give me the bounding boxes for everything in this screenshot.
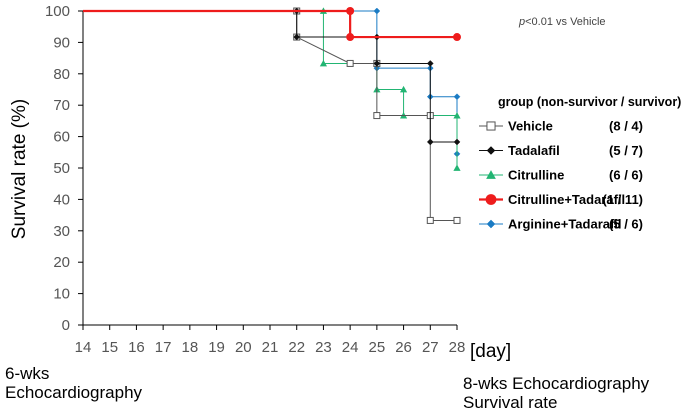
series-citrulline-tadarafil xyxy=(83,7,461,42)
data-point xyxy=(426,138,434,146)
legend-counts: (6 / 6) xyxy=(609,168,643,183)
data-point xyxy=(293,33,301,41)
legend-counts: (1 / 11) xyxy=(603,192,643,207)
footer-right-label: 8-wks Echocardiography Survival rate xyxy=(463,374,649,412)
y-tick-label: 0 xyxy=(62,317,70,334)
legend-title: group (non-survivor / survivor) xyxy=(498,95,681,109)
data-point xyxy=(453,216,461,224)
x-axis-title: [day] xyxy=(470,341,511,362)
y-tick-label: 20 xyxy=(53,254,70,271)
x-tick-label: 21 xyxy=(262,339,279,356)
data-point xyxy=(453,164,461,171)
legend-swatch-marker xyxy=(485,194,497,205)
footer-left-line2: Echocardiography xyxy=(5,383,143,402)
data-point xyxy=(319,59,328,67)
x-tick-label: 25 xyxy=(369,339,386,356)
data-point xyxy=(426,60,434,67)
series-line xyxy=(83,10,457,221)
y-tick-label: 80 xyxy=(53,66,70,83)
y-tick-label: 60 xyxy=(53,129,70,146)
y-tick-label: 100 xyxy=(45,3,70,20)
legend-label: Arginine+Tadarafil xyxy=(508,217,622,232)
legend-label: Vehicle xyxy=(508,119,553,134)
legend-counts: (5 / 7) xyxy=(609,143,643,158)
series-arginine-tadarafil xyxy=(83,7,461,158)
legend-item: Citrulline (6 / 6) xyxy=(479,168,643,183)
legend-item: Tadalafil (5 / 7) xyxy=(479,143,643,158)
x-tick-label: 16 xyxy=(128,339,145,356)
series-line xyxy=(83,10,457,143)
x-tick-label: 24 xyxy=(342,339,359,356)
y-tick-label: 30 xyxy=(53,223,70,240)
legend-item: Vehicle (8 / 4) xyxy=(479,119,643,134)
data-point xyxy=(346,7,355,15)
x-tick-label: 26 xyxy=(395,339,412,356)
annotation-rest: <0.01 vs Vehicle xyxy=(525,16,605,28)
legend-item: Citrulline+Tadarafil(1 / 11) xyxy=(479,192,643,207)
data-point xyxy=(373,60,381,67)
x-tick-label: 20 xyxy=(235,339,252,356)
y-tick-label: 10 xyxy=(53,286,70,303)
data-point xyxy=(453,93,461,101)
data-point xyxy=(373,7,381,15)
legend-label: Citrulline+Tadarafil xyxy=(508,192,625,207)
series-line xyxy=(83,9,457,39)
data-point xyxy=(453,138,461,146)
legend-counts: (8 / 4) xyxy=(609,119,643,134)
footer-left-label: 6-wks Echocardiography xyxy=(5,364,142,402)
x-tick-label: 15 xyxy=(101,339,118,356)
series-tadalafil xyxy=(83,7,461,146)
y-tick-label: 90 xyxy=(53,34,70,51)
x-tick-label: 19 xyxy=(208,339,225,356)
series-vehicle xyxy=(83,7,461,224)
legend-label: Tadalafil xyxy=(508,143,560,158)
footer-right-line2: Survival rate xyxy=(463,393,558,412)
annotation-p: p xyxy=(518,16,525,28)
data-point xyxy=(346,33,355,42)
y-tick-label: 40 xyxy=(53,191,70,208)
footer-left-line1: 6-wks xyxy=(5,364,50,383)
legend-swatch-marker xyxy=(486,219,496,229)
data-point xyxy=(426,216,434,224)
series-citrulline xyxy=(83,7,461,171)
footer-right-line1: 8-wks Echocardiography xyxy=(463,374,650,393)
legend-swatch-marker xyxy=(486,121,496,131)
data-point xyxy=(453,33,461,42)
series-line xyxy=(83,10,458,168)
series-line xyxy=(83,10,458,154)
data-point xyxy=(453,111,461,119)
y-tick-label: 70 xyxy=(53,97,70,114)
x-tick-label: 23 xyxy=(315,339,332,356)
data-point xyxy=(373,112,381,120)
x-tick-label: 14 xyxy=(75,339,92,356)
data-point xyxy=(346,59,354,67)
x-tick-label: 18 xyxy=(182,339,199,356)
legend-item: Arginine+Tadarafil(5 / 6) xyxy=(479,217,643,232)
y-tick-label: 50 xyxy=(53,160,70,177)
legend-swatch-marker xyxy=(486,170,496,179)
significance-annotation: p<0.01 vs Vehicle xyxy=(518,16,606,28)
x-tick-label: 22 xyxy=(288,339,305,356)
legend-label: Citrulline xyxy=(508,168,564,183)
y-axis-title: Survival rate (%) xyxy=(9,99,30,239)
legend-swatch-marker xyxy=(486,146,496,155)
legend-counts: (5 / 6) xyxy=(609,217,643,232)
x-tick-label: 28 xyxy=(449,339,466,356)
data-point xyxy=(399,85,408,93)
x-tick-label: 27 xyxy=(422,339,439,356)
x-tick-label: 17 xyxy=(155,339,172,356)
